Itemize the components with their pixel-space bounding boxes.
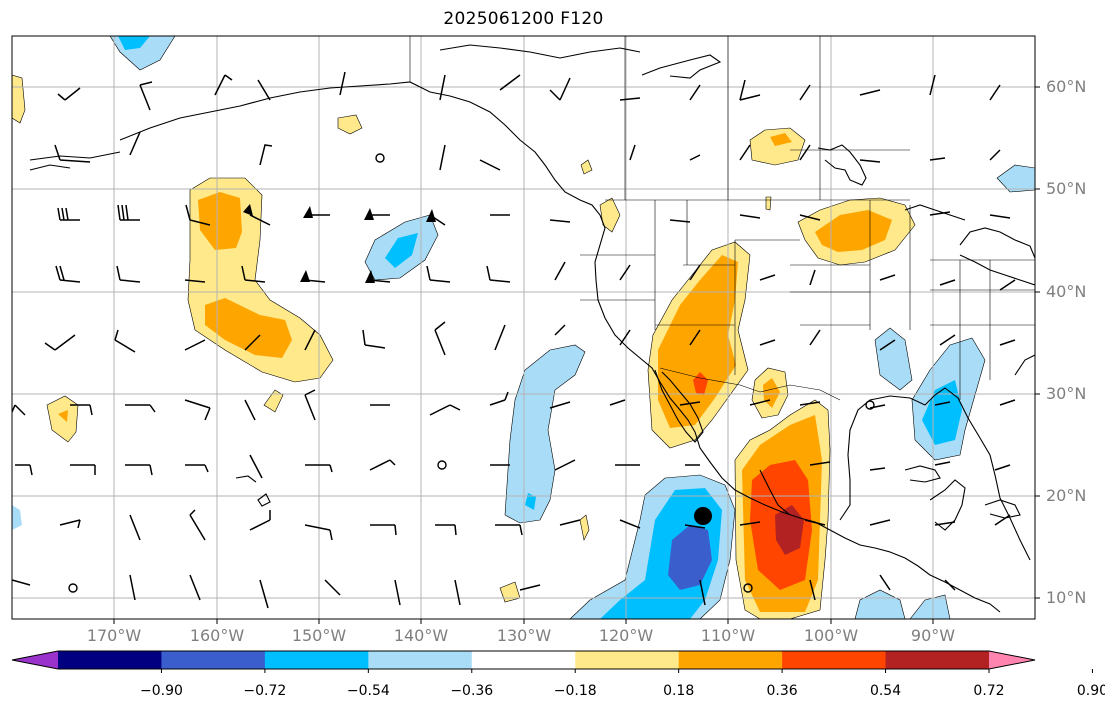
- axis-ticks: [113, 86, 1040, 624]
- positive-anomaly-regions: [12, 74, 916, 619]
- lat-label-10n: 10°N: [1046, 588, 1087, 607]
- lon-label-100w: 100°W: [803, 626, 859, 645]
- lon-label-140w: 140°W: [393, 626, 449, 645]
- colorbar-extend-low: [12, 651, 58, 669]
- lon-label-90w: 90°W: [910, 626, 956, 645]
- colorbar-tick-label: 0.54: [869, 683, 902, 699]
- colorbar-segment: [575, 651, 680, 669]
- colorbar-tick-label: 0.36: [766, 683, 798, 699]
- colorbar: [11, 650, 1093, 673]
- negative-anomaly-regions: [12, 36, 1035, 619]
- wind-barb-flags: [243, 204, 436, 283]
- political-borders: [409, 36, 1035, 401]
- colorbar-tick-label: 0.90: [1076, 683, 1105, 699]
- colorbar-segment: [782, 651, 887, 669]
- map-title: 2025061200 F120: [443, 9, 604, 29]
- lon-label-150w: 150°W: [291, 626, 347, 645]
- colorbar-segment: [885, 651, 990, 669]
- lon-label-120w: 120°W: [598, 626, 654, 645]
- colorbar-tick-label: 0.72: [973, 683, 1005, 699]
- lat-label-60n: 60°N: [1046, 77, 1087, 96]
- colorbar-extend-high: [989, 651, 1035, 669]
- colorbar-segment: [471, 651, 576, 669]
- lat-label-20n: 20°N: [1046, 486, 1087, 505]
- colorbar-segment: [58, 651, 162, 669]
- colorbar-segment: [161, 651, 266, 669]
- wind-barbs: [12, 71, 1016, 609]
- lon-label-170w: 170°W: [86, 626, 142, 645]
- storm-center-marker: [694, 507, 712, 525]
- lat-label-50n: 50°N: [1046, 179, 1087, 198]
- calm-circles: [68, 153, 875, 593]
- colorbar-outline: [11, 650, 1036, 670]
- colorbar-segment: [368, 651, 473, 669]
- lat-label-40n: 40°N: [1046, 282, 1087, 301]
- colorbar-tick-label: −0.54: [346, 683, 390, 699]
- colorbar-segment: [264, 651, 369, 669]
- colorbar-tick-label: −0.90: [139, 683, 183, 699]
- colorbar-segment: [678, 651, 783, 669]
- lon-label-110w: 110°W: [700, 626, 756, 645]
- colorbar-tick-label: 0.18: [663, 683, 695, 699]
- colorbar-tick-label: −0.36: [450, 683, 494, 699]
- lon-label-130w: 130°W: [496, 626, 552, 645]
- lat-label-30n: 30°N: [1046, 384, 1087, 403]
- colorbar-tick-label: −0.72: [243, 683, 287, 699]
- lon-label-160w: 160°W: [189, 626, 245, 645]
- colorbar-tick-label: −0.18: [553, 683, 597, 699]
